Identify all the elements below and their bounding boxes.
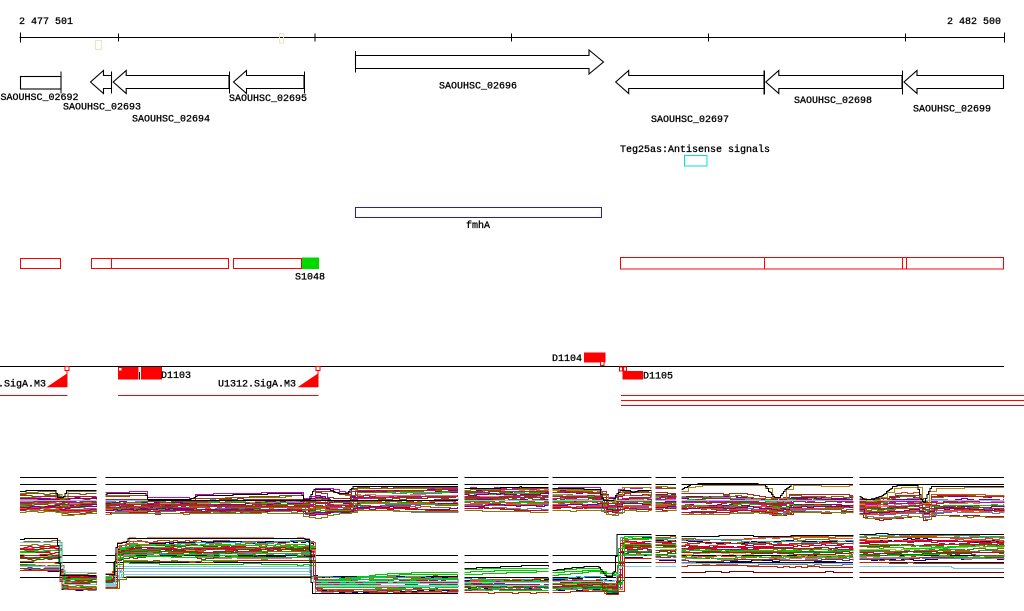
svg-text:D1105: D1105 (643, 372, 673, 383)
svg-text:2 477 501: 2 477 501 (19, 17, 73, 28)
svg-text:SAOUHSC_02698: SAOUHSC_02698 (794, 96, 872, 107)
svg-text:SAOUHSC_02695: SAOUHSC_02695 (229, 94, 307, 105)
svg-text:fmhA: fmhA (466, 220, 490, 232)
svg-text:SAOUHSC_02699: SAOUHSC_02699 (913, 105, 991, 116)
svg-text:D1104: D1104 (552, 354, 582, 365)
svg-text:S1048: S1048 (295, 273, 325, 284)
svg-text:D1103: D1103 (161, 371, 191, 382)
svg-text:SAOUHSC_02692: SAOUHSC_02692 (1, 93, 79, 104)
svg-text:2 482 500: 2 482 500 (947, 17, 1001, 28)
svg-text:U1312.SigA.M3: U1312.SigA.M3 (218, 379, 296, 391)
svg-text:SAOUHSC_02696: SAOUHSC_02696 (439, 82, 517, 93)
svg-text:.SigA.M3: .SigA.M3 (0, 379, 46, 391)
svg-text:SAOUHSC_02693: SAOUHSC_02693 (63, 103, 141, 114)
svg-text:Teg25as:Antisense signals: Teg25as:Antisense signals (620, 144, 770, 156)
svg-text:SAOUHSC_02694: SAOUHSC_02694 (132, 115, 210, 126)
svg-text:SAOUHSC_02697: SAOUHSC_02697 (651, 115, 729, 126)
